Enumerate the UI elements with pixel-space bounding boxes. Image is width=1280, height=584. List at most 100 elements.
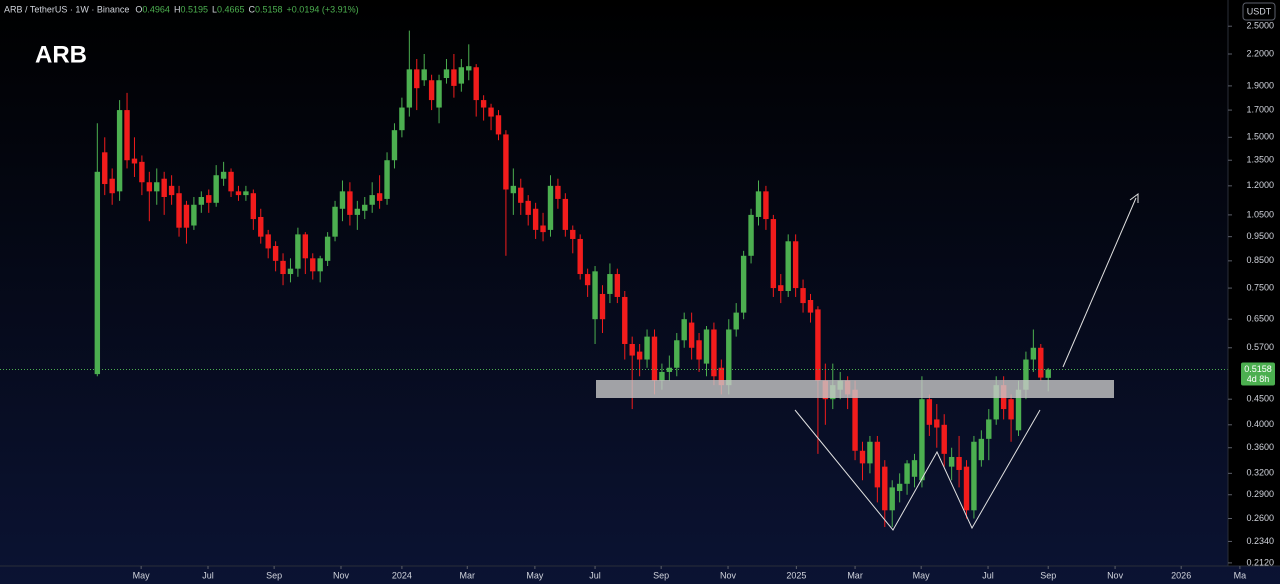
candle-body [859, 450, 866, 464]
last-price-label: 0.5158 [1244, 364, 1272, 374]
x-tick-label: 2024 [392, 570, 412, 580]
x-tick-label: Jul [982, 570, 994, 580]
candle-body [896, 483, 903, 492]
x-tick-label: Sep [1040, 570, 1056, 580]
candle-body [384, 160, 390, 199]
candle-body [733, 312, 739, 330]
candle-body [919, 399, 925, 481]
candle-body [332, 206, 338, 237]
candle-body [770, 219, 777, 289]
candle-body [963, 466, 970, 511]
y-tick-label: 0.3200 [1246, 468, 1274, 478]
candle-body [785, 241, 791, 291]
candle-body [518, 187, 524, 203]
candle-body [993, 385, 999, 420]
candle-body [674, 340, 680, 368]
ohlc-value: 0.5195 [180, 4, 208, 14]
candle-body [882, 466, 888, 511]
candle-body [614, 274, 621, 297]
currency-button[interactable] [1242, 2, 1276, 21]
x-tick-label: Nov [333, 570, 350, 580]
candle-body [272, 246, 279, 261]
y-tick-label: 1.2000 [1246, 180, 1274, 190]
candle-body [295, 234, 301, 269]
candle-body [1045, 369, 1051, 378]
candle-body [718, 367, 725, 386]
candle-body [1038, 347, 1044, 378]
candle-body [532, 208, 539, 230]
candle-body [926, 399, 933, 425]
candle-body [317, 258, 323, 272]
y-tick-label: 0.4500 [1246, 394, 1274, 404]
candle-body [555, 185, 561, 199]
candle-body [109, 178, 115, 194]
candle-body [948, 456, 955, 467]
candle-body [176, 193, 182, 228]
x-tick-label: Mar [460, 570, 476, 580]
candle-body [592, 271, 598, 320]
candle-body [622, 296, 628, 344]
candle-body [1030, 347, 1037, 360]
candle-body [562, 198, 569, 230]
chart-title: ARB [35, 41, 87, 68]
candle-body [681, 319, 687, 341]
candle-body [607, 274, 613, 294]
ohlc-label: O [135, 4, 142, 14]
candle-body [414, 69, 420, 89]
candle-body [139, 161, 145, 183]
candle-body [570, 229, 576, 239]
candle-body [250, 193, 257, 220]
plot-area [0, 30, 1228, 528]
candle-body [971, 441, 977, 511]
candle-body [629, 343, 635, 356]
candle-body [867, 441, 873, 464]
arrow-head [1129, 193, 1139, 203]
y-tick-label: 2.2000 [1246, 48, 1274, 58]
y-tick-label: 1.3500 [1246, 155, 1274, 165]
x-tick-label: Jul [202, 570, 214, 580]
ohlc-value: 0.5158 [255, 4, 283, 14]
candle-body [755, 191, 762, 217]
ohlc-label: C [249, 4, 256, 14]
candle-body [703, 329, 710, 364]
candle-body [503, 134, 509, 190]
candle-body [488, 107, 494, 117]
candle-body [956, 456, 962, 470]
candle-body [154, 182, 160, 192]
support-zone [596, 380, 1114, 398]
x-tick-label: Mar [847, 570, 863, 580]
candle-body [436, 80, 442, 108]
candle-body [800, 288, 806, 304]
candle-body [354, 208, 361, 215]
y-tick-label: 0.2900 [1246, 489, 1274, 499]
candle-body [748, 214, 754, 256]
y-tick-label: 0.4000 [1246, 419, 1274, 429]
y-tick-label: 0.6500 [1246, 314, 1274, 324]
candle-body [287, 268, 294, 275]
x-tick-label: Sep [653, 570, 669, 580]
pattern-lines [794, 409, 1041, 531]
candle-body [458, 67, 465, 84]
y-tick-label: 0.8500 [1246, 255, 1274, 265]
candle-body [874, 441, 881, 488]
candle-body [815, 309, 821, 381]
candle-body [696, 340, 702, 360]
candle-body [584, 274, 591, 286]
currency[interactable]: USDT [1247, 6, 1272, 16]
x-tick-label: 2026 [1171, 570, 1191, 580]
candle-body [644, 336, 650, 360]
candle-body [778, 285, 784, 291]
ohlc-label: H [174, 4, 181, 14]
candle-body [711, 329, 717, 377]
candle-body [406, 69, 413, 108]
candle-body [302, 234, 309, 259]
candle-body [904, 463, 910, 484]
candle-body [740, 255, 747, 313]
candle-body [376, 193, 383, 201]
candle-body [191, 204, 197, 226]
x-tick-label: 2025 [786, 570, 806, 580]
y-tick-label: 0.7500 [1246, 282, 1274, 292]
y-tick-label: 2.5000 [1246, 21, 1274, 31]
candle-body [131, 158, 138, 164]
